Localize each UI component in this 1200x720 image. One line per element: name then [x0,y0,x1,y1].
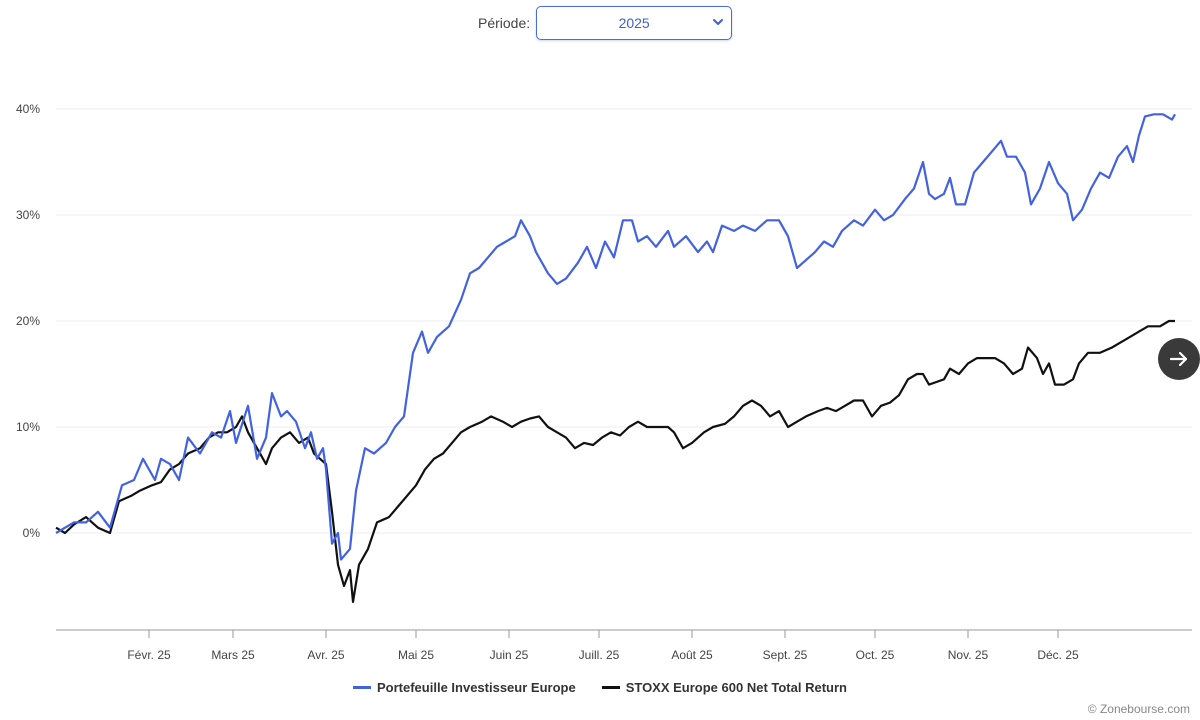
series-line-index [55,319,1175,603]
y-tick-label: 40% [16,102,40,116]
x-tick-label: Mai 25 [398,648,434,662]
x-tick-label: Oct. 25 [856,648,895,662]
x-tick-label: Sept. 25 [763,648,808,662]
y-tick-label: 20% [16,314,40,328]
source-credit: © Zonebourse.com [1087,702,1190,716]
x-tick-label: Nov. 25 [948,648,989,662]
chart-legend: Portefeuille Investisseur Europe STOXX E… [0,680,1200,695]
grid-lines [56,108,1192,534]
x-tick-label: Août 25 [671,648,713,662]
x-tick-label: Juin 25 [490,648,529,662]
arrow-right-icon [1169,351,1188,367]
y-tick-label: 10% [16,420,40,434]
period-value: 2025 [618,15,650,31]
x-tick-label: Juill. 25 [579,648,620,662]
series-lines [55,113,1176,603]
x-tick-label: Déc. 25 [1037,648,1079,662]
period-dropdown[interactable]: 2025 [536,6,733,40]
series-line-portfolio [55,113,1176,561]
period-selector: Période: 2025 [478,5,733,41]
next-button[interactable] [1158,338,1200,380]
legend-swatch-index [601,686,620,689]
legend-swatch-portfolio [353,686,371,689]
y-axis-ticks: 0% 10% 20% 30% 40% [16,102,40,540]
y-tick-label: 0% [23,526,41,540]
x-axis-ticks: Févr. 25 Mars 25 Avr. 25 Mai 25 Juin 25 Juill… [56,629,1192,662]
y-tick-label: 30% [16,208,40,222]
legend-label-portfolio: Portefeuille Investisseur Europe [377,680,576,695]
x-tick-label: Mars 25 [211,648,255,662]
x-tick-label: Avr. 25 [307,648,344,662]
period-label: Période: [478,15,531,31]
chevron-down-icon [713,19,724,25]
legend-label-index: STOXX Europe 600 Net Total Return [625,680,847,695]
legend-item-index[interactable]: STOXX Europe 600 Net Total Return [601,680,847,695]
x-tick-label: Févr. 25 [127,648,171,662]
legend-item-portfolio[interactable]: Portefeuille Investisseur Europe [353,680,576,695]
